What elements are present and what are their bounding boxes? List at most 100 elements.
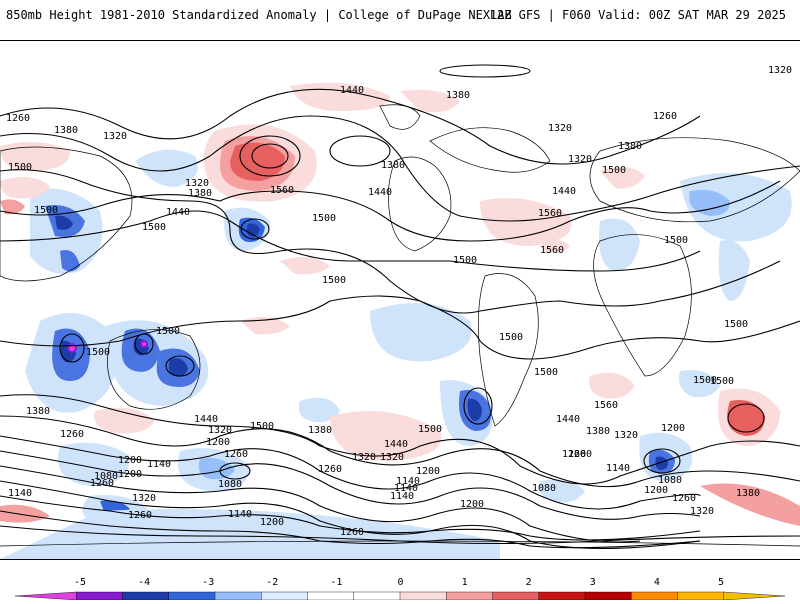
contour-label: 1500 <box>602 165 626 176</box>
contour-label: 1140 <box>394 483 418 494</box>
colorbar-tick-label: -3 <box>202 577 214 588</box>
contour-label: 1500 <box>156 326 180 337</box>
model-run-info: 12Z GFS | F060 Valid: 00Z SAT MAR 29 202… <box>489 8 786 22</box>
contour-label: 1500 <box>34 205 58 216</box>
colorbar-segment <box>723 591 786 601</box>
colorbar-segments <box>14 591 786 601</box>
contour-label: 1200 <box>460 499 484 510</box>
contour-label: 1440 <box>384 439 408 450</box>
contour-label: 1560 <box>540 245 564 256</box>
colorbar-tick-label: -5 <box>74 577 86 588</box>
colorbar-segment <box>168 591 216 601</box>
contour-label: 1380 <box>381 160 405 171</box>
contour-label: 1260 <box>653 111 677 122</box>
contour-label: 1140 <box>147 459 171 470</box>
contour-label: 1500 <box>499 332 523 343</box>
contour-label: 1380 <box>618 141 642 152</box>
colorbar-tick-label: -1 <box>330 577 342 588</box>
contour-label: 1080 <box>532 483 556 494</box>
contour-label: 1500 <box>710 376 734 387</box>
colorbar-segment <box>584 591 632 601</box>
contour-label: 1320 <box>690 506 714 517</box>
contour-label: 1140 <box>390 491 414 502</box>
contour-label: 1380 <box>446 90 470 101</box>
colorbar-segment <box>399 591 447 601</box>
colorbar-tick-label: 5 <box>718 577 724 588</box>
contour-label: 1500 <box>8 162 32 173</box>
contour-label: 1500 <box>724 319 748 330</box>
contour-label: 1320 <box>132 493 156 504</box>
colorbar-tick-label: 2 <box>526 577 532 588</box>
colorbar-segment <box>122 591 170 601</box>
contour-label: 1260 <box>340 527 364 538</box>
colorbar-tick-label: 1 <box>462 577 468 588</box>
contour-label: 1320 <box>380 452 404 463</box>
contour-label: 1260 <box>672 493 696 504</box>
colorbar-segment <box>677 591 725 601</box>
contour-label: 1440 <box>556 414 580 425</box>
colorbar-segment <box>538 591 586 601</box>
height-contours <box>0 64 800 550</box>
contour-label: 1260 <box>224 449 248 460</box>
contour-label: 1200 <box>644 485 668 496</box>
colorbar-segment <box>14 591 77 601</box>
contour-label: 1320 <box>103 131 127 142</box>
colorbar-segment <box>353 591 401 601</box>
colorbar-segment <box>76 591 124 601</box>
colorbar-segment <box>446 591 494 601</box>
contour-label: 1500 <box>322 275 346 286</box>
contour-label: 1500 <box>693 375 717 386</box>
colorbar-tick-label: -4 <box>138 577 150 588</box>
colorbar-tick-label: 0 <box>397 577 403 588</box>
contour-label: 1380 <box>586 426 610 437</box>
contour-label: 1380 <box>308 425 332 436</box>
contour-label: 1200 <box>416 466 440 477</box>
contour-label: 1200 <box>118 469 142 480</box>
contour-label: 1500 <box>453 255 477 266</box>
colorbar-segment <box>492 591 540 601</box>
contour-label: 1260 <box>562 449 586 460</box>
contour-label: 1260 <box>6 113 30 124</box>
colorbar-tick-label: -2 <box>266 577 278 588</box>
map-title: 850mb Height 1981-2010 Standardized Anom… <box>6 8 512 22</box>
contour-label: 1500 <box>418 424 442 435</box>
contour-label: 1380 <box>188 188 212 199</box>
colorbar-graphic: -5 -4 -3 -2 -1 0 1 2 3 4 5 <box>14 577 786 601</box>
contour-label: 1440 <box>166 207 190 218</box>
positive-anomaly-shading <box>0 82 800 526</box>
contour-label: 1200 <box>206 437 230 448</box>
map-panel: 1440 1380 1320 1260 1380 1320 1320 1380 1500 1440… <box>0 40 800 560</box>
contour-label: 1440 <box>552 186 576 197</box>
contour-label: 1320 <box>548 123 572 134</box>
contour-label: 1200 <box>118 455 142 466</box>
contour-label: 1080 <box>94 471 118 482</box>
contour-label: 1320 <box>568 154 592 165</box>
contour-label: 1440 <box>194 414 218 425</box>
contour-label: 1140 <box>228 509 252 520</box>
contour-label: 1260 <box>60 429 84 440</box>
contour-label: 1260 <box>318 464 342 475</box>
contour-label: 1260 <box>568 449 592 460</box>
colorbar-segment <box>214 591 262 601</box>
contour-label: 1320 <box>208 425 232 436</box>
contour-label: 1380 <box>736 488 760 499</box>
contour-label: 1320 <box>614 430 638 441</box>
contour-label: 1140 <box>606 463 630 474</box>
contour-label: 1500 <box>534 367 558 378</box>
contour-label: 1260 <box>128 510 152 521</box>
colorbar: -5 -4 -3 -2 -1 0 1 2 3 4 5 <box>0 568 800 601</box>
contour-label: 1500 <box>142 222 166 233</box>
colorbar-segment <box>261 591 309 601</box>
contour-label: 1500 <box>664 235 688 246</box>
contour-label: 1560 <box>270 185 294 196</box>
colorbar-ticks: -5 -4 -3 -2 -1 0 1 2 3 4 5 <box>74 577 724 588</box>
contour-label: 1380 <box>54 125 78 136</box>
contour-label: 1320 <box>185 178 209 189</box>
contour-label: 1140 <box>396 476 420 487</box>
colorbar-tick-label: 3 <box>590 577 596 588</box>
header: 850mb Height 1981-2010 Standardized Anom… <box>0 0 800 34</box>
contour-label: 1380 <box>26 406 50 417</box>
contour-label: 1080 <box>658 475 682 486</box>
